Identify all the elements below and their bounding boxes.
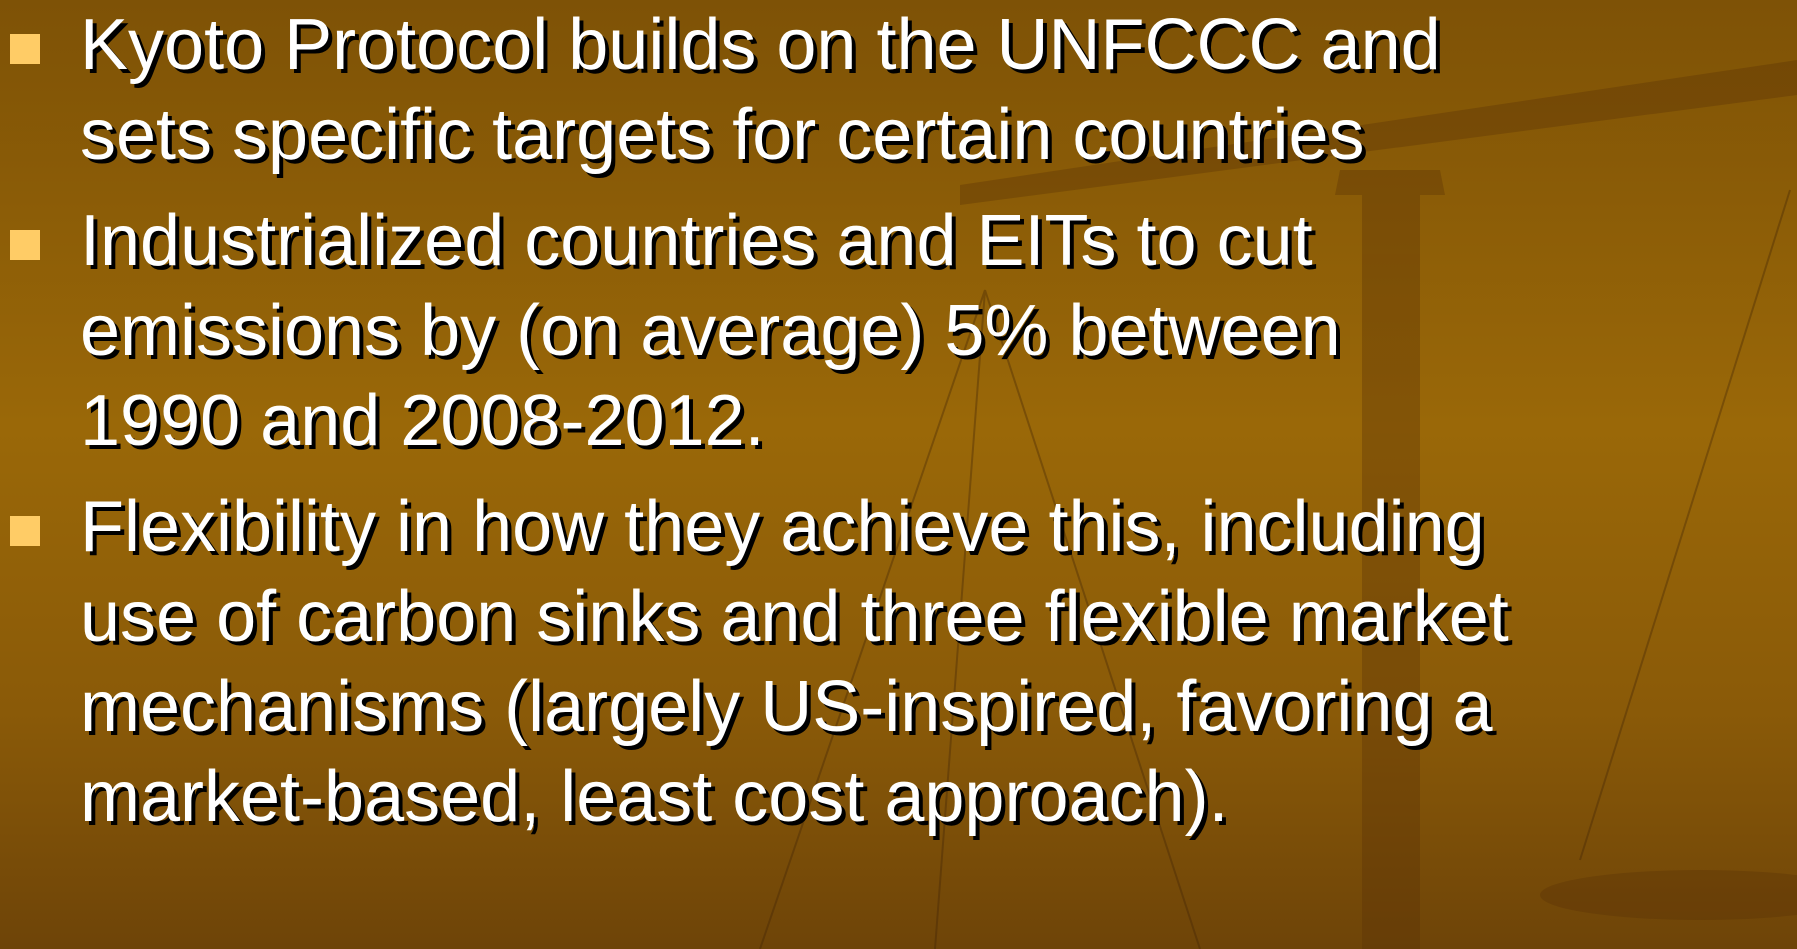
bullet-text: Flexibility in how they achieve this, in… [80,482,1797,572]
slide: Kyoto Protocol builds on the UNFCCC ands… [0,0,1797,949]
bullet-text: emissions by (on average) 5% between [80,286,1797,376]
bullet-text: mechanisms (largely US-inspired, favorin… [80,662,1797,752]
bullet-text: market-based, least cost approach). [80,752,1797,842]
bullet-text: 1990 and 2008-2012. [80,376,1797,466]
bullet-item: Flexibility in how they achieve this, in… [0,482,1797,842]
bullet-marker [10,34,40,64]
bullet-text: use of carbon sinks and three flexible m… [80,572,1797,662]
bullet-text: sets specific targets for certain countr… [80,90,1797,180]
bullet-text: Kyoto Protocol builds on the UNFCCC and [80,0,1797,90]
bullet-item: Industrialized countries and EITs to cut… [0,196,1797,466]
bullet-text: Industrialized countries and EITs to cut [80,196,1797,286]
bullet-marker [10,516,40,546]
bullet-marker [10,230,40,260]
